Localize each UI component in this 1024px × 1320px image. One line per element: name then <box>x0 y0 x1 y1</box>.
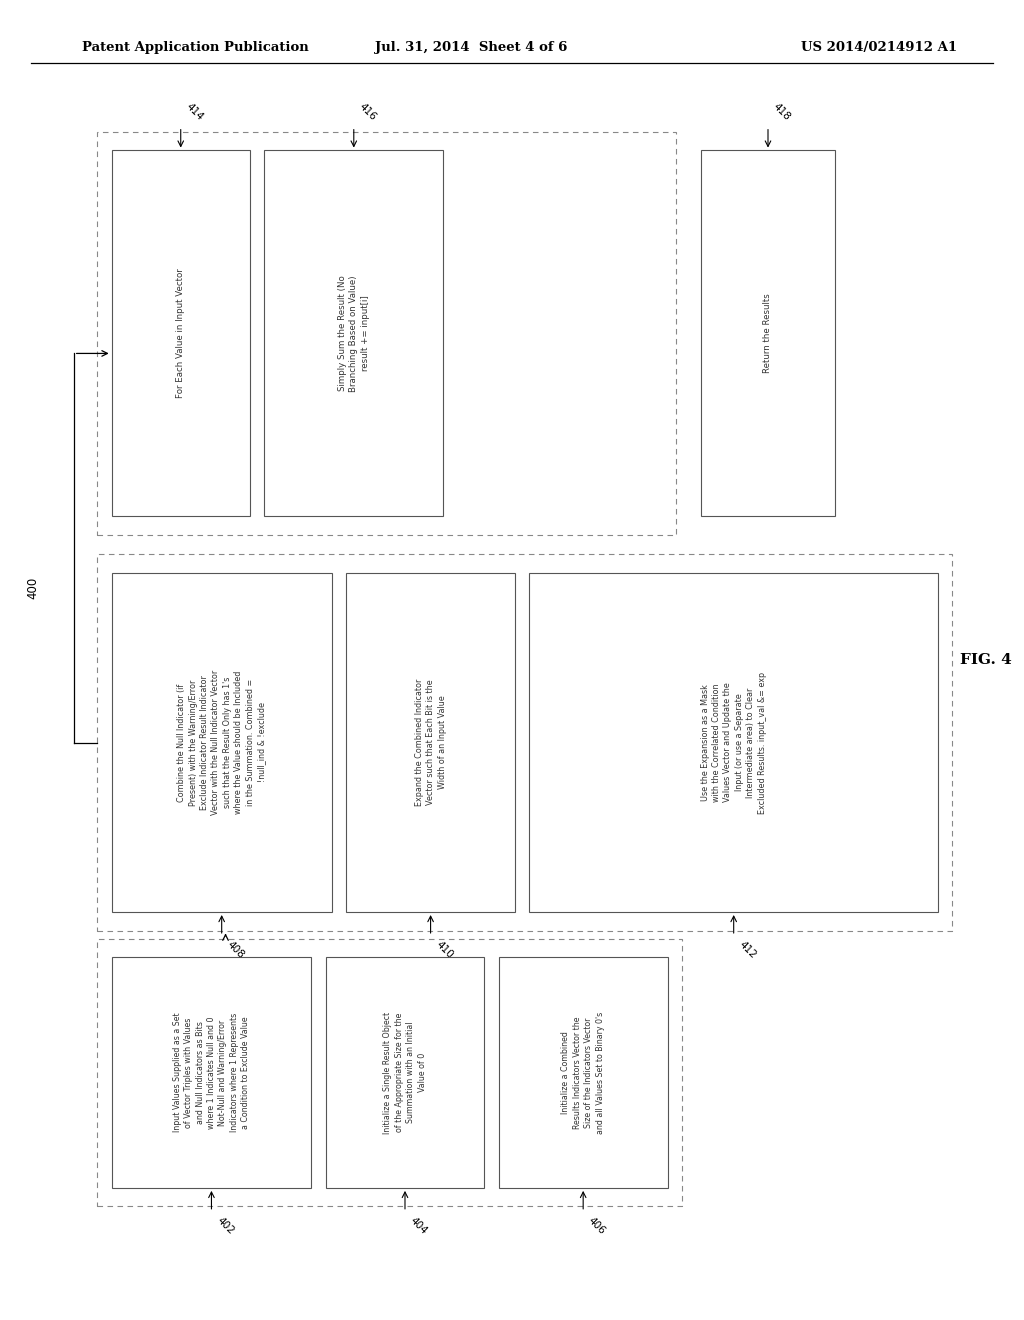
Bar <box>112 573 332 912</box>
Bar <box>97 939 682 1206</box>
Text: Input Values Supplied as a Set
of Vector Triples with Values
and Null Indicators: Input Values Supplied as a Set of Vector… <box>173 1012 250 1133</box>
Text: US 2014/0214912 A1: US 2014/0214912 A1 <box>802 41 957 54</box>
Text: Expand the Combined Indicator
Vector such that Each Bit is the
Width of an Input: Expand the Combined Indicator Vector suc… <box>415 678 446 807</box>
Bar <box>326 957 484 1188</box>
Text: Jul. 31, 2014  Sheet 4 of 6: Jul. 31, 2014 Sheet 4 of 6 <box>375 41 567 54</box>
Text: 412: 412 <box>736 940 758 961</box>
Text: 400: 400 <box>27 577 39 598</box>
Text: 418: 418 <box>771 102 793 123</box>
Text: 406: 406 <box>586 1216 607 1237</box>
Bar <box>264 150 443 516</box>
Text: Use the Expansion as a Mask
with the Correlated Condition
Values Vector and Upda: Use the Expansion as a Mask with the Cor… <box>700 672 767 813</box>
Bar <box>499 957 668 1188</box>
Text: Combine the Null Indicator (if
Present) with the Warning/Error
Exclude Indicator: Combine the Null Indicator (if Present) … <box>177 669 266 816</box>
Text: FIG. 4: FIG. 4 <box>961 653 1012 667</box>
Bar <box>112 957 311 1188</box>
Text: 408: 408 <box>225 940 246 961</box>
Bar <box>701 150 835 516</box>
Text: 402: 402 <box>215 1216 236 1237</box>
Text: 416: 416 <box>357 102 378 123</box>
Bar <box>529 573 938 912</box>
Bar <box>97 554 952 931</box>
Bar <box>112 150 250 516</box>
Text: Simply Sum the Result (No
Branching Based on Value)
result += input[i]: Simply Sum the Result (No Branching Base… <box>338 275 370 392</box>
Bar <box>97 132 676 535</box>
Text: For Each Value in Input Vector: For Each Value in Input Vector <box>176 268 185 399</box>
Text: Patent Application Publication: Patent Application Publication <box>82 41 308 54</box>
Text: Return the Results: Return the Results <box>764 293 772 374</box>
Text: 404: 404 <box>408 1216 429 1237</box>
Bar <box>346 573 515 912</box>
Text: 410: 410 <box>434 940 455 961</box>
Text: Initialize a Combined
Results Indicators Vector the
Size of the Indicators Vecto: Initialize a Combined Results Indicators… <box>561 1011 605 1134</box>
Text: 414: 414 <box>184 102 205 123</box>
Text: Initialize a Single Result Object
of the Appropriate Size for the
Summation with: Initialize a Single Result Object of the… <box>383 1011 427 1134</box>
